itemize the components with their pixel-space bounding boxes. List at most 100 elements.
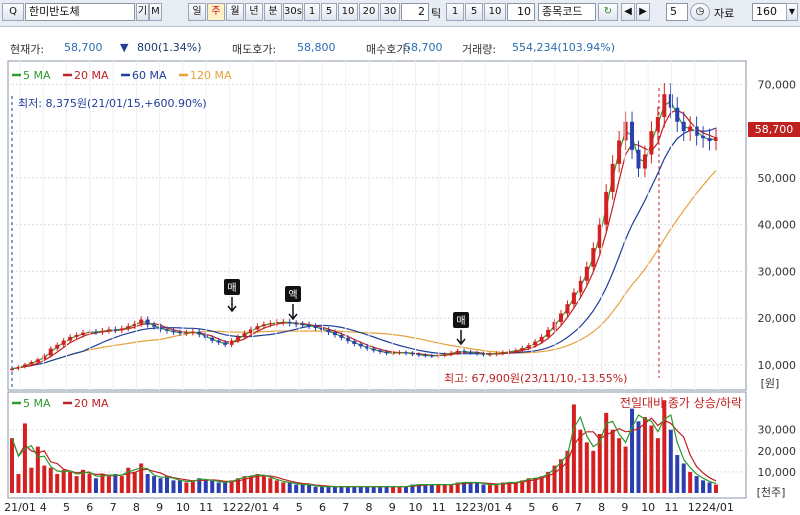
period-30s[interactable]: 30s bbox=[283, 3, 303, 21]
volume-bar-54 bbox=[358, 486, 363, 493]
tick-10-button[interactable]: 10 bbox=[484, 3, 506, 21]
period-week[interactable]: 주 bbox=[207, 3, 225, 21]
candle-body-6 bbox=[48, 348, 53, 356]
x-tick-18: 11 bbox=[432, 501, 446, 514]
candle-body-29 bbox=[197, 331, 202, 335]
volume-bar-19 bbox=[132, 471, 137, 493]
volume-unit: [천주] bbox=[757, 485, 786, 499]
sell-signal-label: 액 bbox=[288, 289, 297, 301]
volume-bar-9 bbox=[68, 471, 73, 493]
volume-bar-60 bbox=[397, 486, 402, 493]
volume-bar-31 bbox=[210, 480, 215, 493]
next-arrow-icon[interactable]: ▶ bbox=[636, 3, 650, 21]
current-price-tag-text: 58,700 bbox=[755, 123, 794, 136]
candle-body-100 bbox=[655, 117, 660, 132]
x-tick-28: 11 bbox=[664, 501, 678, 514]
volume-bar-77 bbox=[507, 482, 512, 493]
volume-bar-40 bbox=[268, 478, 273, 493]
tick-input[interactable]: 10 bbox=[507, 3, 535, 21]
volume-y-tick-0: 10,000 bbox=[758, 466, 797, 479]
candle-body-37 bbox=[248, 329, 253, 334]
volume-bar-3 bbox=[29, 467, 34, 493]
period-year[interactable]: 년 bbox=[245, 3, 263, 21]
candle-body-38 bbox=[255, 326, 260, 330]
data-count-select[interactable]: 160 bbox=[752, 3, 788, 21]
period-minute[interactable]: 분 bbox=[264, 3, 282, 21]
x-tick-12: 5 bbox=[296, 501, 303, 514]
volume-bar-0 bbox=[10, 438, 14, 493]
volume-bar-7 bbox=[55, 474, 60, 493]
candle-body-20 bbox=[139, 319, 144, 324]
tick-count-field[interactable]: 2 bbox=[401, 3, 429, 21]
candle-body-85 bbox=[558, 313, 563, 322]
candle-body-87 bbox=[571, 292, 576, 305]
candle-body-26 bbox=[177, 332, 182, 334]
price-unit: [원] bbox=[761, 377, 780, 390]
volume-bar-16 bbox=[113, 474, 118, 493]
stock-chart[interactable]: 10,00020,00030,00040,00050,00060,00070,0… bbox=[0, 60, 800, 515]
mode-button-1[interactable]: M bbox=[149, 3, 162, 21]
period-30[interactable]: 30 bbox=[380, 3, 400, 21]
price-legend-label-3: 120 MA bbox=[190, 69, 232, 82]
candle-body-44 bbox=[294, 323, 299, 325]
period-10[interactable]: 10 bbox=[338, 3, 358, 21]
period-month[interactable]: 월 bbox=[226, 3, 244, 21]
volume-bar-10 bbox=[74, 476, 79, 493]
volume-bar-89 bbox=[584, 442, 589, 493]
period-20[interactable]: 20 bbox=[359, 3, 379, 21]
tick-1-button[interactable]: 1 bbox=[446, 3, 464, 21]
volume-bar-15 bbox=[106, 476, 111, 493]
volume-bar-75 bbox=[494, 484, 499, 493]
current-price: 58,700 bbox=[64, 41, 103, 54]
period-5[interactable]: 5 bbox=[321, 3, 337, 21]
candle-body-11 bbox=[81, 332, 86, 336]
candle-body-46 bbox=[307, 324, 312, 327]
volume-bar-71 bbox=[468, 482, 473, 493]
price-legend: 5 MA 20 MA 60 MA 120 MA bbox=[12, 69, 232, 82]
candle-body-109 bbox=[714, 137, 718, 141]
candle-body-66 bbox=[436, 355, 441, 357]
x-tick-10: 22/01 bbox=[237, 501, 269, 514]
stock-code-field[interactable]: 종목코드 bbox=[538, 3, 596, 21]
step-input[interactable]: 5 bbox=[666, 3, 688, 21]
volume-moving-averages bbox=[11, 414, 717, 488]
volume-bar-52 bbox=[345, 486, 350, 493]
x-tick-11: 4 bbox=[272, 501, 279, 514]
volume-bar-33 bbox=[223, 482, 228, 493]
x-tick-26: 9 bbox=[621, 501, 628, 514]
tick-5-button[interactable]: 5 bbox=[465, 3, 483, 21]
volume-bar-46 bbox=[307, 484, 312, 493]
candle-body-88 bbox=[578, 280, 583, 293]
search-icon[interactable]: Q bbox=[2, 3, 24, 21]
volume-bar-37 bbox=[248, 476, 253, 493]
mode-button-0[interactable]: 기 bbox=[136, 3, 149, 21]
volume-bar-102 bbox=[668, 429, 673, 493]
chevron-down-icon[interactable]: ▼ bbox=[786, 3, 798, 21]
candle-body-42 bbox=[281, 321, 286, 323]
volume-bar-14 bbox=[100, 474, 105, 493]
prev-arrow-icon[interactable]: ◀ bbox=[621, 3, 635, 21]
period-1[interactable]: 1 bbox=[304, 3, 320, 21]
period-day[interactable]: 일 bbox=[188, 3, 206, 21]
x-tick-21: 4 bbox=[505, 501, 512, 514]
candle-body-91 bbox=[597, 224, 602, 249]
x-tick-22: 5 bbox=[528, 501, 535, 514]
volume-bar-42 bbox=[281, 482, 286, 493]
ma60-line bbox=[11, 127, 717, 370]
candle-body-54 bbox=[358, 343, 363, 347]
candle-body-96 bbox=[630, 121, 635, 150]
candle-body-108 bbox=[707, 138, 712, 141]
volume-bar-66 bbox=[436, 484, 441, 493]
stock-name-field[interactable]: 한미반도체 bbox=[25, 3, 135, 21]
clock-icon[interactable]: ◷ bbox=[690, 3, 710, 21]
volume-bar-68 bbox=[449, 484, 454, 493]
sell-signal: 액 bbox=[285, 286, 301, 321]
volume-bar-100 bbox=[655, 438, 660, 493]
candle-body-73 bbox=[481, 353, 486, 355]
volume-bar-80 bbox=[526, 478, 531, 493]
candle-body-35 bbox=[236, 336, 241, 341]
candle-body-5 bbox=[42, 355, 47, 360]
refresh-icon[interactable]: ↻ bbox=[598, 3, 618, 21]
volume-bar-18 bbox=[126, 467, 131, 493]
candle-body-65 bbox=[429, 355, 434, 357]
